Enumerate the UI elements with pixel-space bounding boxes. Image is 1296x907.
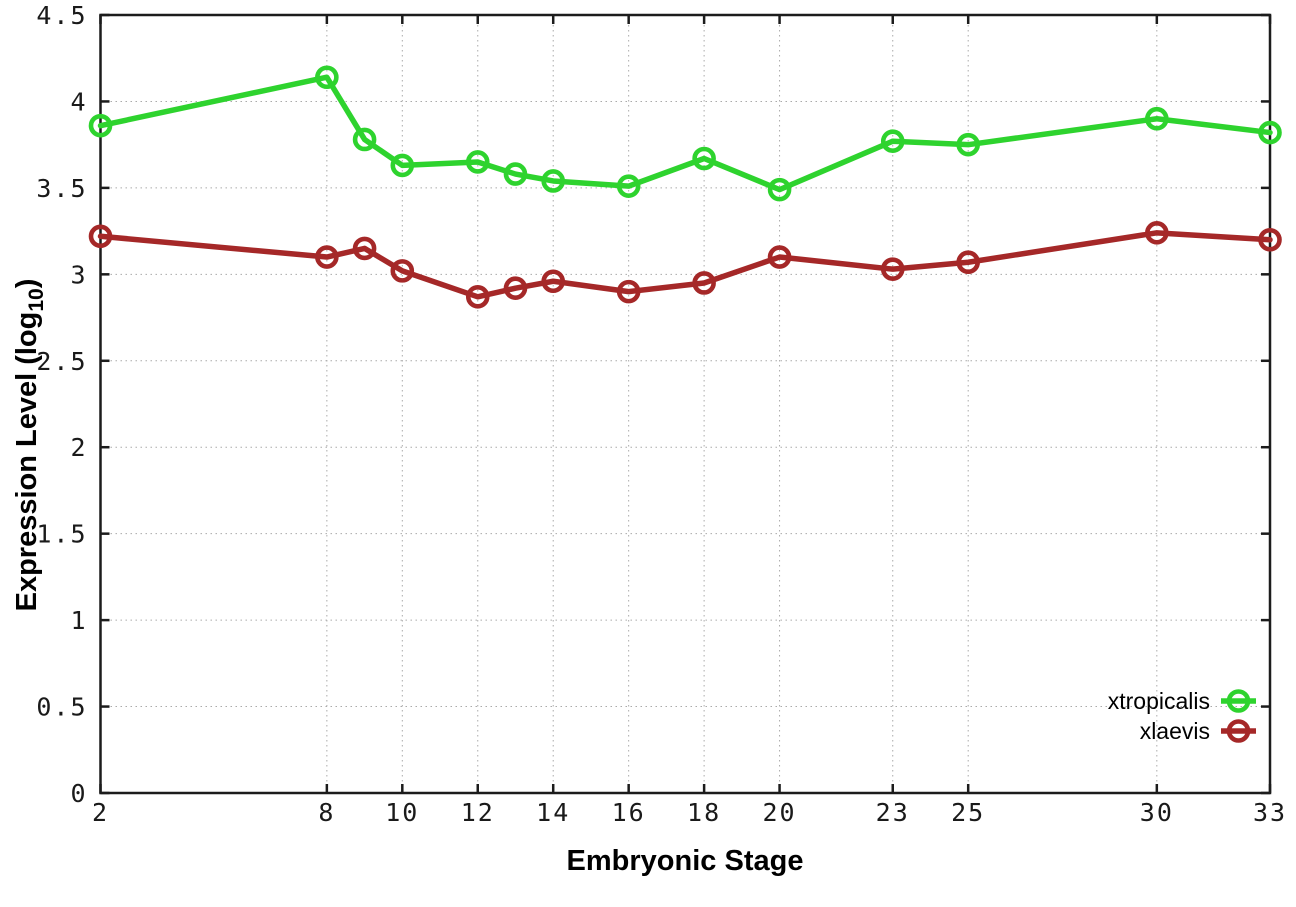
x-tick-label: 30 bbox=[1140, 798, 1174, 827]
x-tick-label: 10 bbox=[385, 798, 419, 827]
y-axis-title-close: ) bbox=[11, 279, 43, 289]
y-axis-title-subscript: 10 bbox=[25, 288, 48, 311]
legend: xtropicalis xlaevis bbox=[1108, 688, 1256, 744]
legend-marker-xlaevis bbox=[1226, 719, 1251, 743]
x-axis-title: Embryonic Stage bbox=[567, 845, 804, 877]
data-point-xlaevis-2 bbox=[88, 224, 113, 249]
data-point-xlaevis-18 bbox=[692, 271, 716, 295]
data-point-xtropicalis-30 bbox=[1145, 106, 1169, 131]
y-axis-title: Expression Level (log10) bbox=[11, 279, 48, 612]
data-point-xlaevis-33 bbox=[1258, 227, 1282, 252]
data-point-xtropicalis-33 bbox=[1258, 120, 1282, 145]
data-point-xlaevis-20 bbox=[767, 245, 792, 269]
data-point-xtropicalis-16 bbox=[616, 174, 641, 198]
data-point-xlaevis-9 bbox=[352, 236, 377, 261]
x-tick-label: 12 bbox=[461, 798, 495, 827]
y-tick-label: 4.5 bbox=[36, 1, 87, 30]
legend-label-xlaevis: xlaevis bbox=[1140, 718, 1210, 744]
y-tick-label: 3 bbox=[70, 260, 87, 289]
y-tick-label: 4 bbox=[70, 87, 87, 116]
x-tick-label: 23 bbox=[876, 798, 910, 827]
x-tick-label: 33 bbox=[1253, 798, 1287, 827]
y-tick-label: 2.5 bbox=[36, 347, 87, 376]
data-point-xtropicalis-10 bbox=[390, 153, 415, 178]
data-point-xtropicalis-25 bbox=[956, 132, 980, 157]
data-point-xtropicalis-18 bbox=[692, 146, 716, 171]
data-point-xtropicalis-2 bbox=[88, 113, 113, 138]
y-axis-title-main: Expression Level (log bbox=[11, 312, 43, 612]
data-point-xlaevis-16 bbox=[616, 279, 641, 304]
series-line-xlaevis bbox=[97, 230, 1273, 300]
x-tick-label: 2 bbox=[92, 798, 109, 827]
grid-layer bbox=[100, 15, 1270, 793]
legend-marker-xtropicalis bbox=[1226, 689, 1251, 713]
data-point-xtropicalis-13 bbox=[503, 162, 528, 186]
axis-layer: 2 8 10 12 14 16 18 20 23 25 30 33 0 0.5 1 1.5 2 2.5 3 3.5 4 4… bbox=[36, 1, 1287, 827]
data-point-xtropicalis-20 bbox=[767, 177, 792, 202]
x-tick-label: 8 bbox=[318, 798, 335, 827]
legend-label-xtropicalis: xtropicalis bbox=[1108, 688, 1210, 714]
x-tick-label: 25 bbox=[951, 798, 985, 827]
y-tick-label: 0.5 bbox=[36, 693, 87, 722]
data-point-xtropicalis-12 bbox=[465, 150, 490, 174]
plot-border bbox=[99, 13, 1272, 795]
data-point-xlaevis-23 bbox=[880, 257, 905, 281]
y-tick-label: 0 bbox=[70, 779, 87, 808]
y-tick-label: 2 bbox=[70, 433, 87, 462]
series-line-xtropicalis bbox=[97, 74, 1273, 193]
legend-item-xtropicalis: xtropicalis bbox=[1108, 688, 1256, 714]
legend-item-xlaevis: xlaevis bbox=[1140, 718, 1256, 744]
y-tick-label: 1 bbox=[70, 606, 87, 635]
data-point-xtropicalis-14 bbox=[541, 169, 566, 193]
data-point-xlaevis-14 bbox=[541, 269, 566, 294]
data-point-xtropicalis-8 bbox=[315, 65, 339, 90]
x-tick-label: 14 bbox=[536, 798, 570, 827]
data-point-xtropicalis-9 bbox=[352, 127, 377, 152]
data-point-xlaevis-8 bbox=[315, 245, 339, 269]
data-point-xlaevis-25 bbox=[956, 250, 980, 275]
x-tick-label: 20 bbox=[763, 798, 797, 827]
y-tick-label: 3.5 bbox=[36, 174, 87, 203]
data-point-xlaevis-30 bbox=[1145, 221, 1169, 245]
x-tick-label: 18 bbox=[687, 798, 721, 827]
data-point-xlaevis-13 bbox=[503, 276, 528, 300]
x-tick-label: 16 bbox=[612, 798, 646, 827]
y-tick-label: 1.5 bbox=[36, 520, 87, 549]
series-layer bbox=[88, 65, 1282, 309]
data-point-xlaevis-12 bbox=[465, 285, 490, 309]
data-point-xtropicalis-23 bbox=[880, 129, 905, 154]
data-point-xlaevis-10 bbox=[390, 259, 415, 283]
